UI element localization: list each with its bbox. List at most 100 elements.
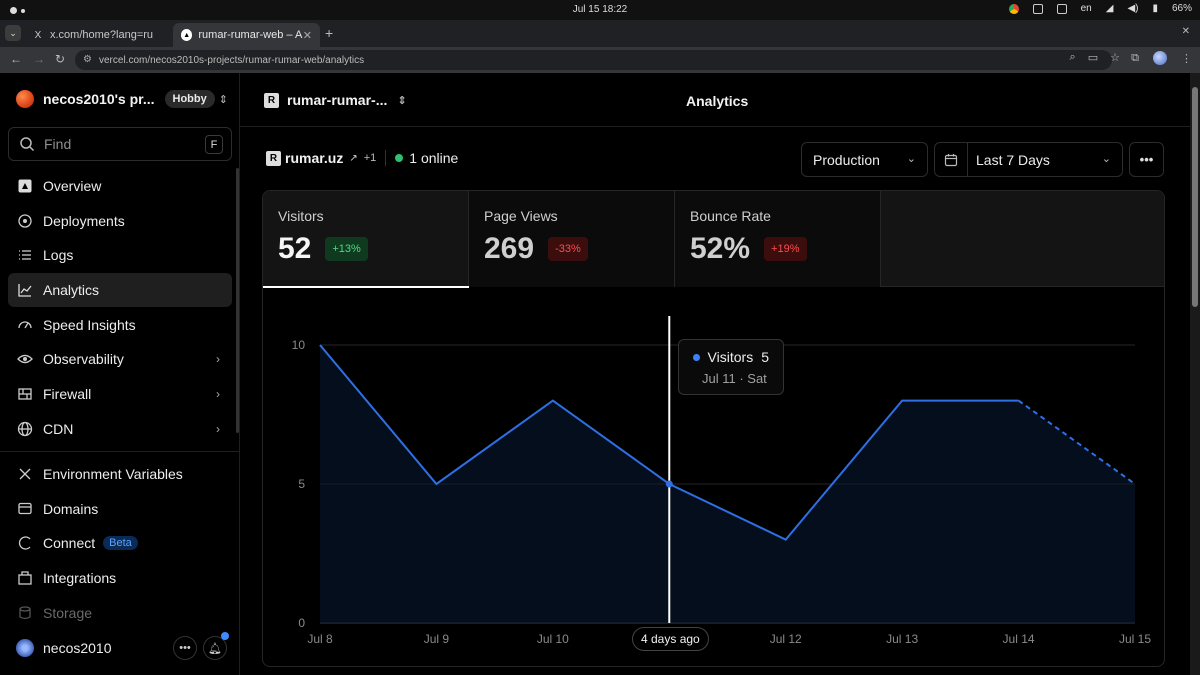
browser-tab-x[interactable]: X x.com/home?lang=ru [24,23,169,47]
chevron-right-icon: › [216,421,220,436]
sidebar-item-cdn[interactable]: CDN › [8,412,232,446]
back-icon[interactable]: ← [10,52,22,66]
hover-x-label: 4 days ago [632,627,709,651]
sidebar-item-logs[interactable]: Logs [8,238,232,272]
bookmark-star-icon[interactable]: ☆ [1110,52,1120,64]
find-placeholder: Find [44,136,72,152]
site-domain-link[interactable]: rumar.uz [285,150,344,166]
site-info-icon[interactable]: ⚙ [83,54,92,65]
volume-icon: ◀) [1127,3,1139,14]
new-tab-button[interactable]: + [325,25,334,41]
external-link-icon[interactable]: ↗ [349,152,358,164]
sidebar-item-integrations[interactable]: Integrations [8,561,232,595]
metric-tabs-filler [881,191,1164,286]
find-input[interactable]: Find F [8,127,232,161]
x-logo-icon: X [34,29,42,41]
online-status-dot [395,154,404,162]
metric-tab-page-views[interactable]: Page Views 269 -33% [469,191,675,287]
workspace-indicator[interactable] [10,7,25,14]
sidebar-item-deployments[interactable]: Deployments [8,204,232,238]
vercel-project-icon [16,177,34,195]
analytics-card: Visitors 52 +13% Page Views 269 -33% Bou… [262,190,1165,667]
x-tick-label: Jul 10 [537,632,569,646]
user-name: necos2010 [43,640,112,656]
sidebar-item-overview[interactable]: Overview [8,169,232,203]
env-vars-icon [16,465,34,483]
reload-icon[interactable]: ↻ [55,52,66,66]
team-name: necos2010's pr... [43,91,155,107]
project-name: rumar-rumar-... [287,92,388,108]
project-switcher[interactable]: R rumar-rumar-... ⇕ [264,92,407,108]
visitors-line-chart[interactable]: 0 5 10 Jul 8 Jul 9 Jul 10 Jul 12 Jul 13 Jul 14 Ju… [263,288,1165,667]
sidebar-item-observability[interactable]: Observability › [8,342,232,376]
find-shortcut: F [205,135,223,154]
date-range-select[interactable]: Last 7 Days ⌄ [934,142,1123,177]
tab-search-button[interactable]: ⌄ [5,25,21,41]
browser-toolbar: ← → ↻ ⚙ vercel.com/necos2010s-projects/r… [0,47,1200,73]
browser-tab-vercel[interactable]: ▲ rumar-rumar-web – Anal ✕ [173,23,320,47]
chrome-icon [1008,3,1019,14]
logs-icon [16,246,34,264]
page-scrollbar[interactable] [1190,73,1200,675]
metric-label: Bounce Rate [690,208,771,224]
deployments-icon [16,212,34,230]
storage-icon [16,604,34,622]
address-bar[interactable]: ⚙ vercel.com/necos2010s-projects/rumar-r… [75,50,1112,70]
sidebar-nav: Overview Deployments Logs Analytics Spee… [0,169,240,630]
profile-avatar[interactable] [1153,51,1167,65]
user-menu[interactable]: necos2010 ••• 🔔︎ [16,632,229,660]
calendar-icon [935,143,968,176]
browser-menu-icon[interactable]: ⋮ [1181,52,1192,65]
environment-select[interactable]: Production ⌄ [801,142,928,177]
sidebar-item-environment-variables[interactable]: Environment Variables [8,457,232,491]
sidebar-item-analytics[interactable]: Analytics [8,273,232,308]
sidebar-item-storage[interactable]: Storage [8,596,232,630]
team-avatar [16,90,34,108]
metric-tabs: Visitors 52 +13% Page Views 269 -33% Bou… [263,191,1164,288]
sidebar-item-domains[interactable]: Domains [8,492,232,526]
os-clock[interactable]: Jul 15 18:22 [572,4,628,15]
forward-icon[interactable]: → [33,52,45,66]
window-controls[interactable]: ✕ [1181,26,1190,37]
plan-badge: Hobby [164,90,215,108]
sidebar-item-label: Analytics [43,282,100,299]
connect-icon [16,534,34,552]
metric-tab-visitors[interactable]: Visitors 52 +13% [263,191,469,288]
sidebar-item-label: Observability [43,351,124,368]
system-tray[interactable]: en ◢ ◀) ▮ 66% [1008,3,1192,14]
sidebar-item-connect[interactable]: Connect Beta [8,526,232,560]
tooltip-value: 5 [761,349,769,365]
series-line-partial [1017,399,1136,485]
wifi-icon: ◢ [1105,3,1114,14]
metric-value: 269 [484,232,535,265]
site-logo-icon: R [266,150,281,166]
page-header: R rumar-rumar-... ⇕ Analytics [240,73,1190,127]
sidebar-item-label: CDN [43,420,74,437]
observability-icon [16,350,34,368]
vercel-logo-icon: ▲ [181,29,193,41]
notifications-bell-icon[interactable]: 🔔︎ [203,636,227,660]
integrations-icon [16,569,34,587]
metric-delta-badge: +13% [325,237,368,261]
team-switcher[interactable]: necos2010's pr... Hobby ⇕ [16,90,228,108]
metric-delta-badge: -33% [548,237,588,261]
chevron-right-icon: › [216,387,220,402]
sidebar-item-firewall[interactable]: Firewall › [8,377,232,411]
extensions-icon[interactable]: ⧉ [1131,51,1139,64]
more-options-button[interactable]: ••• [173,636,197,660]
x-tick-label: Jul 8 [307,632,333,646]
series-area [320,345,1135,623]
cast-icon[interactable]: ▭ [1087,52,1099,64]
sidebar-item-speed-insights[interactable]: Speed Insights [8,308,232,342]
close-tab-icon[interactable]: ✕ [302,29,312,42]
more-actions-button[interactable]: ••• [1129,142,1164,177]
visitors-chart[interactable]: 0 5 10 Jul 8 Jul 9 Jul 10 Jul 12 Jul 13 Jul 14 Ju… [263,288,1165,667]
tooltip-series: Visitors [707,349,754,365]
more-domains-count[interactable]: +1 [363,152,377,164]
series-color-dot [693,353,700,361]
sidebar-scrollbar[interactable] [236,168,239,433]
zoom-icon[interactable]: ⌕ [1069,51,1076,63]
sidebar-item-label: Domains [43,500,99,517]
y-tick-label: 10 [292,338,306,352]
metric-tab-bounce-rate[interactable]: Bounce Rate 52% +19% [675,191,881,287]
